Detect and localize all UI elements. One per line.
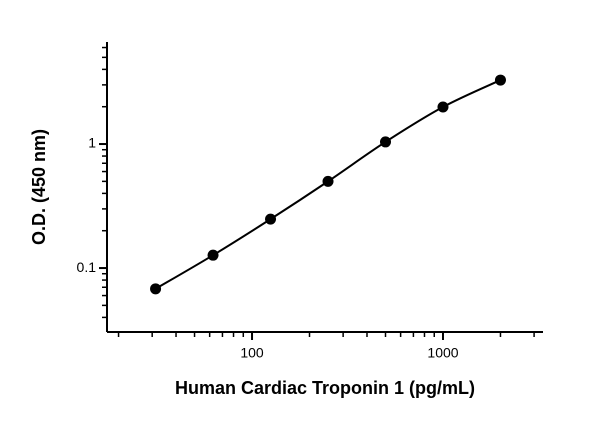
data-point	[150, 283, 162, 295]
data-point	[494, 74, 506, 86]
data-point	[322, 175, 334, 187]
y-tick-label: 0.1	[77, 259, 97, 275]
x-tick-label: 100	[240, 345, 264, 361]
x-tick-label: 1000	[427, 345, 458, 361]
x-axis-label: Human Cardiac Troponin 1 (pg/mL)	[175, 378, 475, 398]
y-tick-label: 1	[88, 135, 96, 151]
data-point	[207, 249, 219, 261]
data-point	[265, 213, 277, 225]
data-point	[380, 136, 392, 148]
data-point	[437, 101, 449, 113]
y-axis-label: O.D. (450 nm)	[29, 129, 49, 245]
